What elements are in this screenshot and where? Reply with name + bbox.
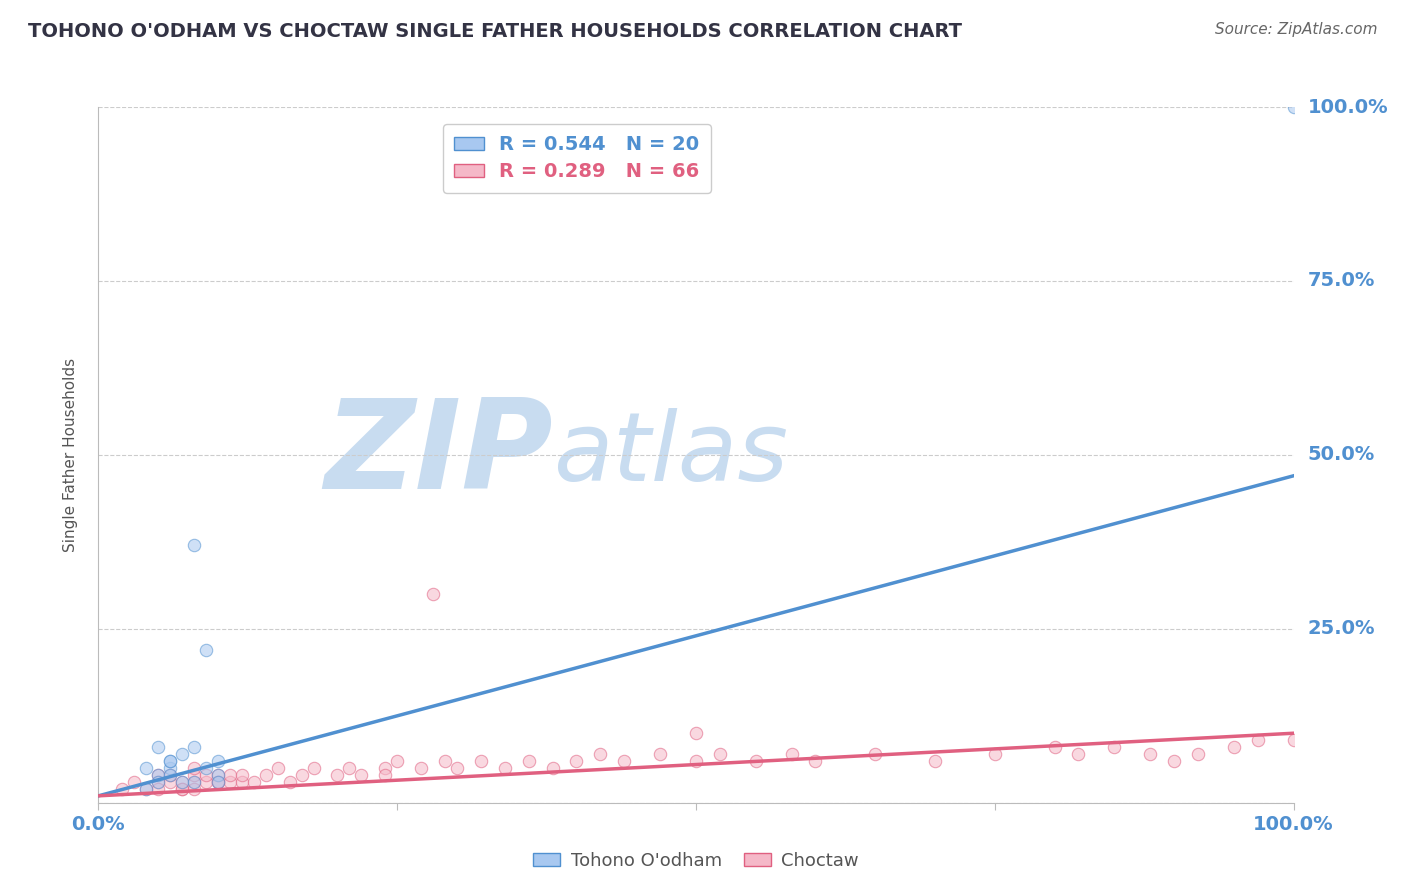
- Point: [685, 726, 707, 740]
- Y-axis label: Single Father Households: Single Father Households: [63, 358, 77, 552]
- Point: [1187, 747, 1209, 761]
- Point: [159, 768, 181, 782]
- Point: [172, 775, 194, 789]
- Point: [159, 754, 181, 768]
- Point: [219, 775, 242, 789]
- Point: [745, 754, 768, 768]
- Point: [231, 775, 253, 789]
- Point: [172, 775, 194, 789]
- Point: [1246, 733, 1268, 747]
- Text: 25.0%: 25.0%: [1308, 619, 1375, 639]
- Point: [613, 754, 636, 768]
- Point: [517, 754, 540, 768]
- Point: [159, 761, 181, 775]
- Point: [337, 761, 360, 775]
- Point: [589, 747, 612, 761]
- Point: [207, 768, 229, 782]
- Point: [172, 747, 194, 761]
- Point: [111, 781, 134, 796]
- Point: [207, 775, 229, 789]
- Point: [350, 768, 373, 782]
- Point: [470, 754, 492, 768]
- Point: [183, 781, 205, 796]
- Point: [863, 747, 886, 761]
- Point: [804, 754, 827, 768]
- Point: [148, 781, 170, 796]
- Point: [1139, 747, 1161, 761]
- Point: [183, 775, 205, 789]
- Point: [183, 775, 205, 789]
- Point: [148, 775, 170, 789]
- Point: [374, 768, 396, 782]
- Point: [254, 768, 277, 782]
- Point: [159, 775, 181, 789]
- Text: TOHONO O'ODHAM VS CHOCTAW SINGLE FATHER HOUSEHOLDS CORRELATION CHART: TOHONO O'ODHAM VS CHOCTAW SINGLE FATHER …: [28, 22, 962, 41]
- Point: [433, 754, 456, 768]
- Point: [219, 768, 242, 782]
- Point: [924, 754, 946, 768]
- Point: [278, 775, 301, 789]
- Text: Source: ZipAtlas.com: Source: ZipAtlas.com: [1215, 22, 1378, 37]
- Point: [207, 775, 229, 789]
- Point: [194, 775, 217, 789]
- Point: [267, 761, 290, 775]
- Point: [148, 768, 170, 782]
- Point: [1102, 740, 1125, 755]
- Point: [183, 768, 205, 782]
- Point: [1282, 100, 1305, 114]
- Point: [709, 747, 731, 761]
- Point: [135, 761, 157, 775]
- Point: [685, 754, 707, 768]
- Point: [194, 768, 217, 782]
- Point: [194, 761, 217, 775]
- Point: [446, 761, 468, 775]
- Point: [422, 587, 444, 601]
- Point: [172, 781, 194, 796]
- Point: [411, 761, 433, 775]
- Point: [326, 768, 349, 782]
- Text: atlas: atlas: [553, 409, 787, 501]
- Point: [1282, 733, 1305, 747]
- Point: [207, 768, 229, 782]
- Point: [207, 775, 229, 789]
- Point: [1222, 740, 1246, 755]
- Point: [494, 761, 516, 775]
- Text: 75.0%: 75.0%: [1308, 271, 1375, 291]
- Point: [302, 761, 325, 775]
- Point: [231, 768, 253, 782]
- Text: ZIP: ZIP: [323, 394, 553, 516]
- Point: [183, 538, 205, 552]
- Point: [648, 747, 672, 761]
- Text: 50.0%: 50.0%: [1308, 445, 1375, 465]
- Point: [159, 754, 181, 768]
- Point: [565, 754, 588, 768]
- Text: 100.0%: 100.0%: [1308, 97, 1388, 117]
- Point: [780, 747, 803, 761]
- Point: [207, 754, 229, 768]
- Point: [172, 781, 194, 796]
- Point: [1043, 740, 1066, 755]
- Point: [148, 740, 170, 755]
- Point: [541, 761, 564, 775]
- Point: [148, 768, 170, 782]
- Point: [385, 754, 409, 768]
- Legend: Tohono O'odham, Choctaw: Tohono O'odham, Choctaw: [526, 845, 866, 877]
- Point: [135, 781, 157, 796]
- Point: [1067, 747, 1090, 761]
- Point: [183, 740, 205, 755]
- Point: [124, 775, 146, 789]
- Point: [194, 642, 217, 657]
- Point: [374, 761, 396, 775]
- Point: [290, 768, 312, 782]
- Point: [983, 747, 1005, 761]
- Point: [183, 761, 205, 775]
- Point: [159, 768, 181, 782]
- Point: [148, 775, 170, 789]
- Point: [1163, 754, 1185, 768]
- Point: [135, 781, 157, 796]
- Point: [243, 775, 266, 789]
